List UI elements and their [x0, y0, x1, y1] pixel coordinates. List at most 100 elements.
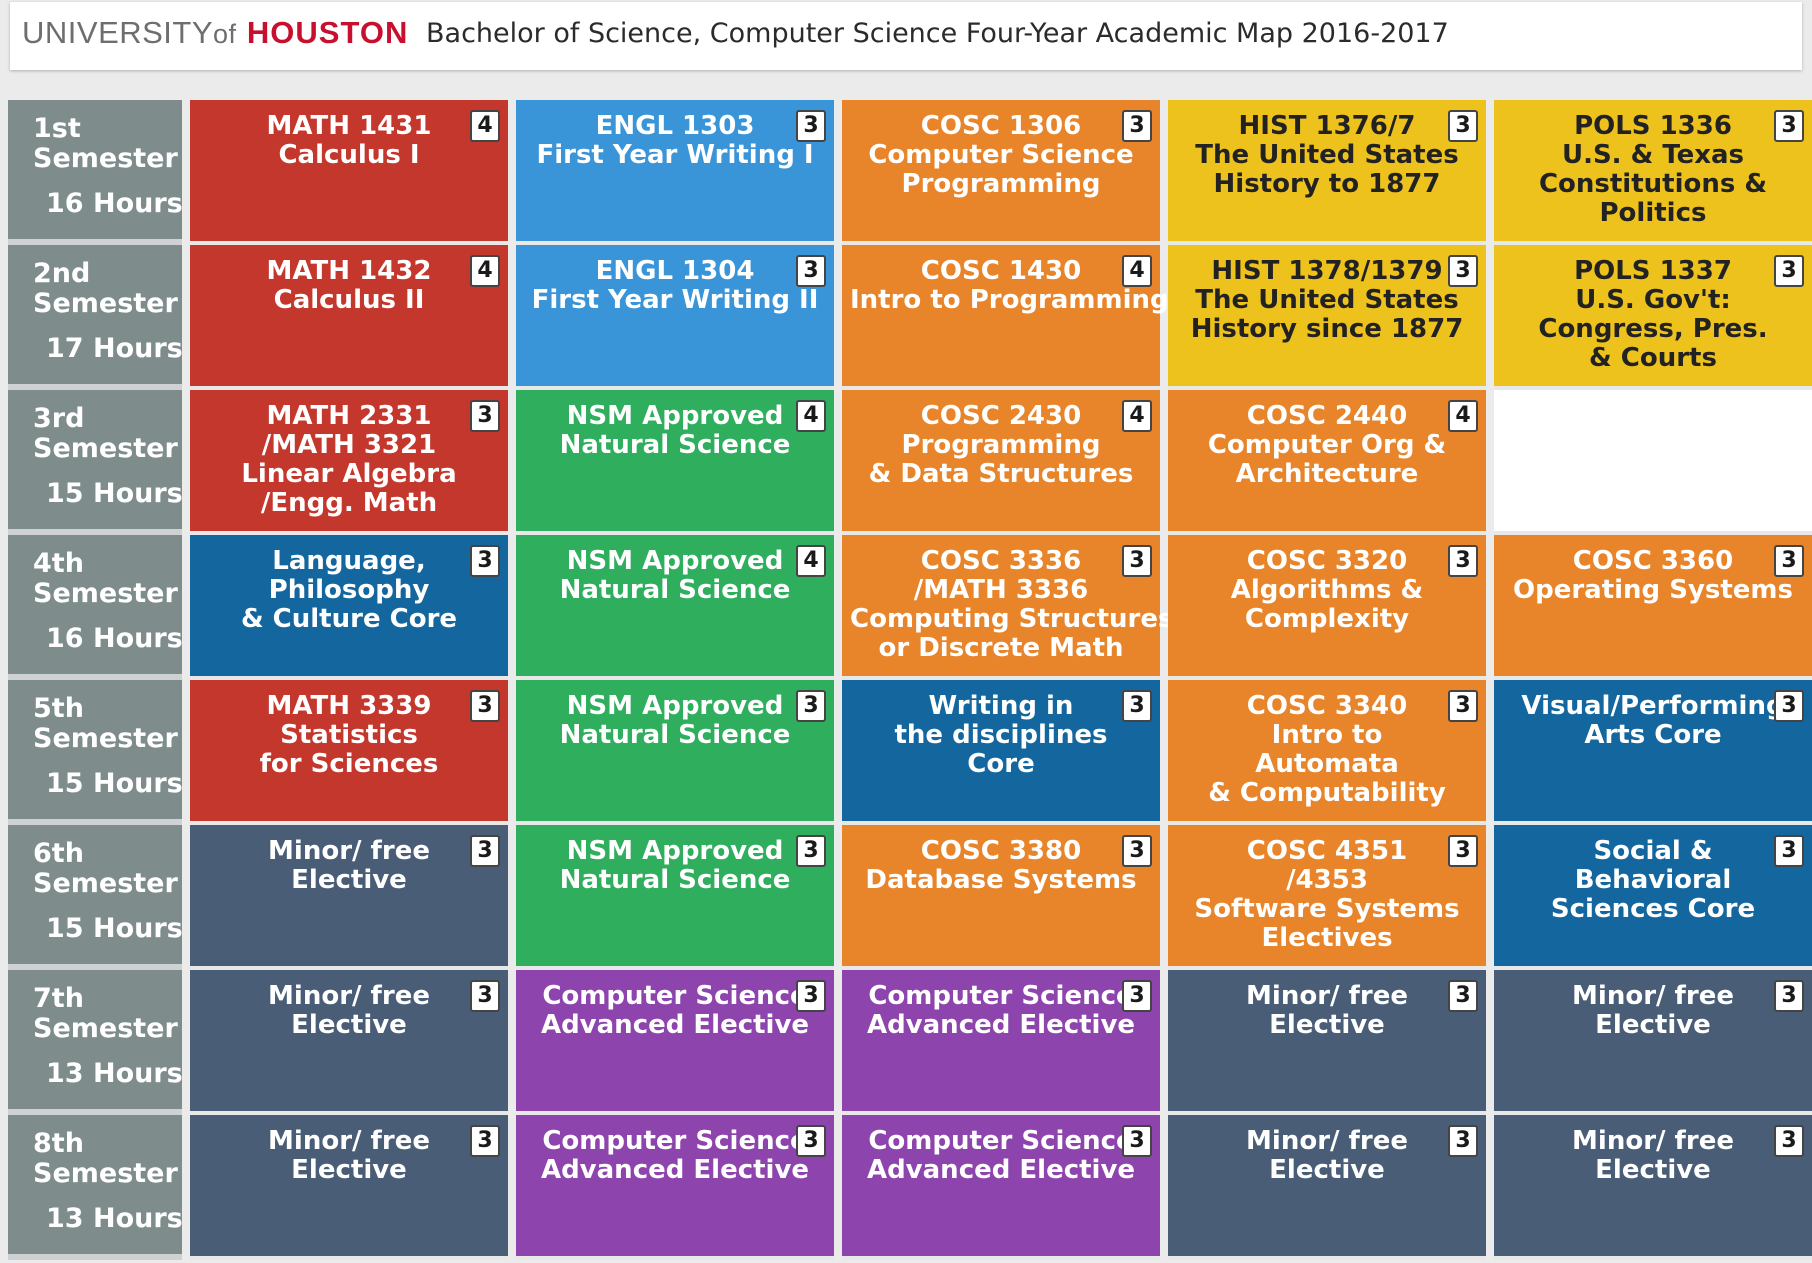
course-card[interactable]: Writing in the disciplines Core 3 — [842, 680, 1160, 825]
credit-hours-badge: 3 — [1448, 835, 1478, 867]
course-card[interactable]: Computer Science Advanced Elective 3 — [516, 970, 834, 1115]
course-title-line: POLS 1337 — [1574, 256, 1732, 286]
logo-houston: HOUSTON — [246, 15, 409, 50]
course-card[interactable]: MATH 3339 Statistics for Sciences 3 — [190, 680, 508, 825]
credit-hours-badge: 3 — [1774, 110, 1804, 142]
course-title: NSM Approved Natural Science — [524, 692, 826, 750]
course-title-line: /4353 — [1286, 865, 1368, 895]
course-title-line: Calculus II — [273, 285, 425, 315]
course-card[interactable]: Visual/Performing Arts Core 3 — [1494, 680, 1812, 825]
semester-name-line: 7th — [33, 983, 84, 1014]
course-title-line: /MATH 3321 — [261, 430, 437, 460]
course-card[interactable]: Minor/ free Elective 3 — [190, 1115, 508, 1260]
semester-name: 5th Semester — [33, 694, 178, 754]
course-title-line: Language, — [272, 546, 426, 576]
course-card[interactable]: COSC 3360 Operating Systems 3 — [1494, 535, 1812, 680]
course-card[interactable]: Minor/ free Elective 3 — [190, 970, 508, 1115]
course-title-line: Natural Science — [559, 865, 791, 895]
course-card[interactable]: HIST 1376/7 The United States History to 1… — [1168, 100, 1486, 245]
course-title: HIST 1376/7 The United States History to 1… — [1176, 112, 1478, 199]
course-card[interactable]: NSM Approved Natural Science 3 — [516, 825, 834, 970]
university-logo[interactable]: UNIVERSITYof HOUSTON — [22, 15, 408, 51]
course-title: NSM Approved Natural Science — [524, 837, 826, 895]
course-title-line: Minor/ free — [268, 981, 430, 1011]
credit-hours-badge: 3 — [796, 690, 826, 722]
credit-hours-badge: 3 — [470, 690, 500, 722]
course-title-line: Architecture — [1235, 459, 1419, 489]
course-card[interactable]: MATH 2331/MATH 3321 Linear Algebra/Engg. … — [190, 390, 508, 535]
course-card[interactable]: Minor/ free Elective 3 — [190, 825, 508, 970]
course-title: Computer Science Advanced Elective — [524, 982, 826, 1040]
course-title-line: COSC 1430 — [920, 256, 1082, 286]
course-title-line: Elective — [1269, 1155, 1385, 1185]
course-title-line: NSM Approved — [566, 546, 784, 576]
credit-hours-badge: 3 — [1122, 835, 1152, 867]
course-title-line: Electives — [1261, 923, 1393, 953]
course-card[interactable]: Computer Science Advanced Elective 3 — [842, 1115, 1160, 1260]
course-title: NSM Approved Natural Science — [524, 547, 826, 605]
course-card[interactable]: COSC 1430 Intro to Programming 4 — [842, 245, 1169, 390]
course-title-line: Natural Science — [559, 720, 791, 750]
course-title-line: ENGL 1304 — [595, 256, 755, 286]
course-card[interactable]: Computer Science Advanced Elective 3 — [842, 970, 1160, 1115]
credit-hours-badge: 3 — [1122, 110, 1152, 142]
course-card[interactable]: COSC 3340 Intro to Automata & Computability… — [1168, 680, 1486, 825]
course-card[interactable]: COSC 2440 Computer Org & Architecture 4 — [1168, 390, 1486, 535]
credit-hours-badge: 3 — [1448, 255, 1478, 287]
course-card[interactable]: COSC 4351/4353 Software Systems Electives 3 — [1168, 825, 1486, 970]
course-title: Computer Science Advanced Elective — [850, 1127, 1152, 1185]
course-title: COSC 3340 Intro to Automata & Computability — [1176, 692, 1478, 808]
course-title-line: Minor/ free — [1572, 1126, 1734, 1156]
course-title: Minor/ free Elective — [1502, 982, 1804, 1040]
course-title: Social & Behavioral Sciences Core — [1502, 837, 1804, 924]
course-card[interactable]: COSC 3380 Database Systems 3 — [842, 825, 1160, 970]
course-title-line: MATH 1432 — [266, 256, 432, 286]
course-card[interactable]: NSM Approved Natural Science 3 — [516, 680, 834, 825]
course-card[interactable]: POLS 1337 U.S. Gov't: Congress, Pres. & Cou… — [1494, 245, 1812, 390]
course-card[interactable]: Minor/ free Elective 3 — [1168, 1115, 1486, 1260]
course-title-line: Social & — [1593, 836, 1713, 866]
credit-hours-badge: 3 — [1774, 1125, 1804, 1157]
course-title-line: Computer Science — [542, 1126, 808, 1156]
semester-hours: 16 Hours — [46, 623, 183, 654]
course-title: COSC 3336/MATH 3336 Computing Structures o… — [850, 547, 1173, 663]
course-card[interactable]: Minor/ free Elective 3 — [1494, 1115, 1812, 1260]
course-card[interactable]: HIST 1378/1379 The United States History s… — [1168, 245, 1486, 390]
course-card[interactable]: Language, Philosophy & Culture Core 3 — [190, 535, 508, 680]
course-title-line: Intro to Programming — [850, 285, 1169, 315]
semester-name-line: Semester — [33, 433, 178, 464]
course-title: COSC 3360 Operating Systems — [1502, 547, 1804, 605]
course-card[interactable]: COSC 1306 Computer Science Programming 3 — [842, 100, 1160, 245]
course-title-line: Operating Systems — [1512, 575, 1793, 605]
course-card[interactable]: Minor/ free Elective 3 — [1168, 970, 1486, 1115]
course-title-line: Computer Science — [868, 1126, 1134, 1156]
course-card[interactable]: COSC 2430 Programming & Data Structures 4 — [842, 390, 1160, 535]
course-card[interactable]: COSC 3320 Algorithms & Complexity 3 — [1168, 535, 1486, 680]
course-card[interactable]: COSC 3336/MATH 3336 Computing Structures o… — [842, 535, 1173, 680]
course-card[interactable]: Minor/ free Elective 3 — [1494, 970, 1812, 1115]
course-card[interactable]: MATH 1432 Calculus II 4 — [190, 245, 508, 390]
course-title-line: & Courts — [1589, 343, 1717, 373]
credit-hours-badge: 3 — [1448, 545, 1478, 577]
course-title-line: Linear Algebra — [241, 459, 457, 489]
course-card[interactable]: Computer Science Advanced Elective 3 — [516, 1115, 834, 1260]
course-card[interactable]: Social & Behavioral Sciences Core 3 — [1494, 825, 1812, 970]
course-title: ENGL 1303 First Year Writing I — [524, 112, 826, 170]
course-card[interactable]: NSM Approved Natural Science 4 — [516, 390, 834, 535]
course-card[interactable]: POLS 1336 U.S. & Texas Constitutions & Poli… — [1494, 100, 1812, 245]
course-title-line: Minor/ free — [1246, 1126, 1408, 1156]
course-title-line: Computer Science — [868, 981, 1134, 1011]
course-title: Computer Science Advanced Elective — [524, 1127, 826, 1185]
course-card[interactable]: ENGL 1304 First Year Writing II 3 — [516, 245, 834, 390]
course-title: MATH 1432 Calculus II — [198, 257, 500, 315]
course-title-line: First Year Writing I — [536, 140, 814, 170]
course-title: POLS 1336 U.S. & Texas Constitutions & Poli… — [1502, 112, 1804, 228]
course-title-line: Computer Org & — [1207, 430, 1447, 460]
course-card[interactable]: NSM Approved Natural Science 4 — [516, 535, 834, 680]
credit-hours-badge: 3 — [796, 255, 826, 287]
semester-name-line: Semester — [33, 578, 178, 609]
semester-name-line: 5th — [33, 693, 84, 724]
semester-name: 7th Semester — [33, 984, 178, 1044]
